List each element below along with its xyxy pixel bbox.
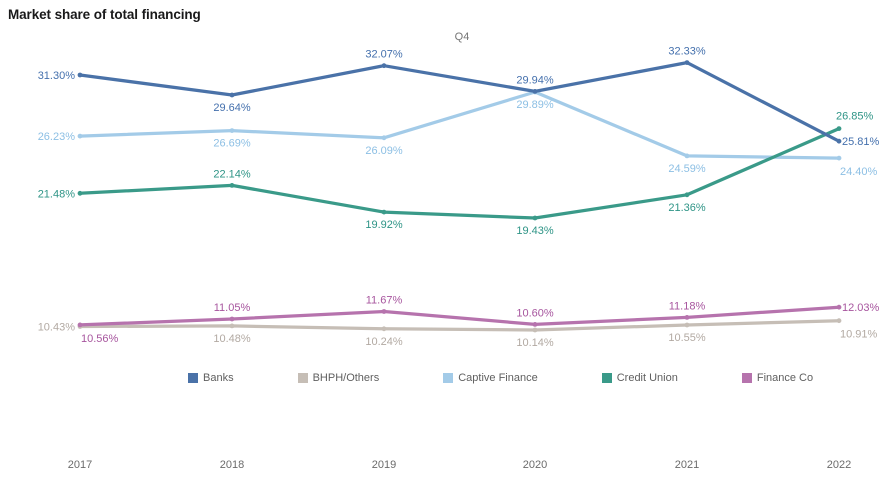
value-label-finance-co: 10.60%: [516, 307, 554, 319]
value-label-banks: 32.33%: [668, 46, 706, 58]
x-axis-label: 2020: [523, 459, 547, 471]
legend-item-finance-co[interactable]: Finance Co: [741, 372, 814, 384]
x-axis-label: 2017: [68, 459, 92, 471]
x-axis-label: 2018: [220, 459, 244, 471]
value-label-captive-finance: 29.89%: [516, 99, 554, 111]
value-label-finance-co: 11.67%: [366, 295, 403, 307]
value-label-captive-finance: 26.69%: [213, 138, 251, 150]
value-label-captive-finance: 24.40%: [840, 166, 878, 178]
data-point-credit-union[interactable]: [77, 190, 83, 196]
data-point-credit-union[interactable]: [836, 126, 842, 131]
series-line-bhph-others[interactable]: [78, 319, 841, 332]
value-label-bhph-others: 10.43%: [38, 322, 76, 334]
value-label-bhph-others: 10.91%: [840, 329, 878, 341]
value-label-captive-finance: 26.23%: [38, 131, 76, 143]
data-point-banks[interactable]: [532, 89, 538, 94]
data-point-credit-union[interactable]: [532, 215, 538, 221]
data-point-banks[interactable]: [381, 63, 387, 69]
data-point-finance-co[interactable]: [229, 316, 235, 322]
data-point-bhph-others[interactable]: [836, 318, 842, 324]
value-label-credit-union: 26.85%: [836, 111, 874, 123]
x-axis-label: 2022: [827, 459, 851, 471]
value-label-finance-co: 12.03%: [842, 302, 880, 314]
value-label-credit-union: 21.36%: [668, 202, 706, 214]
value-label-credit-union: 22.14%: [213, 168, 251, 180]
value-label-banks: 32.07%: [365, 49, 403, 61]
legend-swatch-icon: [741, 373, 752, 383]
data-point-captive-finance[interactable]: [684, 153, 690, 159]
legend-item-bhph-others[interactable]: BHPH/Others: [297, 372, 380, 384]
data-point-bhph-others[interactable]: [684, 322, 690, 328]
data-point-finance-co[interactable]: [381, 309, 387, 314]
value-label-banks: 25.81%: [842, 136, 880, 148]
value-label-finance-co: 11.05%: [214, 302, 251, 314]
legend-label: Captive Finance: [458, 372, 538, 384]
value-label-bhph-others: 10.24%: [365, 336, 403, 348]
legend-label: Credit Union: [616, 372, 678, 384]
series-line-banks[interactable]: [78, 60, 841, 143]
legend-label: BHPH/Others: [312, 372, 380, 384]
series-line-credit-union[interactable]: [78, 126, 841, 220]
data-point-finance-co[interactable]: [684, 315, 690, 320]
data-point-finance-co[interactable]: [836, 304, 842, 310]
data-point-banks[interactable]: [684, 60, 690, 65]
data-point-bhph-others[interactable]: [532, 327, 538, 333]
value-label-bhph-others: 10.55%: [668, 332, 706, 344]
value-label-banks: 29.64%: [213, 102, 251, 114]
legend-label: Finance Co: [756, 372, 814, 384]
legend-item-banks[interactable]: Banks: [188, 372, 234, 384]
data-point-captive-finance[interactable]: [381, 135, 387, 141]
legend-swatch-icon: [188, 373, 198, 383]
data-point-captive-finance[interactable]: [77, 133, 83, 139]
chart-title: Market share of total financing: [8, 7, 201, 22]
legend-item-captive-finance[interactable]: Captive Finance: [443, 372, 538, 384]
value-label-banks: 29.94%: [516, 74, 554, 86]
data-point-credit-union[interactable]: [229, 183, 235, 188]
legend-swatch-icon: [297, 373, 308, 383]
data-point-captive-finance[interactable]: [836, 155, 842, 161]
data-point-bhph-others[interactable]: [381, 326, 387, 332]
series-line-captive-finance[interactable]: [78, 90, 841, 160]
data-point-credit-union[interactable]: [381, 209, 387, 215]
legend-item-credit-union[interactable]: Credit Union: [601, 372, 678, 384]
data-point-bhph-others[interactable]: [229, 323, 235, 329]
value-label-captive-finance: 24.59%: [668, 163, 706, 175]
legend: Banks BHPH/Others Captive Finance Credit Un…: [188, 372, 813, 384]
chart-subtitle: Q4: [454, 31, 470, 43]
legend-label: Banks: [203, 372, 234, 384]
value-label-credit-union: 19.92%: [365, 219, 403, 231]
data-point-finance-co[interactable]: [532, 322, 538, 327]
x-axis-label: 2019: [372, 459, 396, 471]
value-label-captive-finance: 26.09%: [365, 145, 403, 157]
data-point-finance-co[interactable]: [77, 322, 83, 328]
legend-swatch-icon: [601, 373, 612, 383]
value-label-finance-co: 11.18%: [669, 300, 706, 312]
legend-swatch-icon: [443, 373, 454, 383]
data-point-banks[interactable]: [229, 92, 235, 98]
x-axis-label: 2021: [675, 459, 699, 471]
value-label-bhph-others: 10.14%: [516, 337, 554, 349]
value-label-credit-union: 19.43%: [516, 225, 554, 237]
data-point-captive-finance[interactable]: [229, 128, 235, 134]
value-label-bhph-others: 10.48%: [213, 333, 251, 345]
value-label-finance-co: 10.56%: [81, 333, 119, 345]
series-line-finance-co[interactable]: [78, 305, 841, 327]
data-point-credit-union[interactable]: [684, 192, 690, 198]
value-label-banks: 31.30%: [38, 70, 76, 82]
data-point-banks[interactable]: [77, 72, 83, 78]
value-label-credit-union: 21.48%: [38, 188, 76, 200]
data-point-banks[interactable]: [836, 138, 842, 144]
